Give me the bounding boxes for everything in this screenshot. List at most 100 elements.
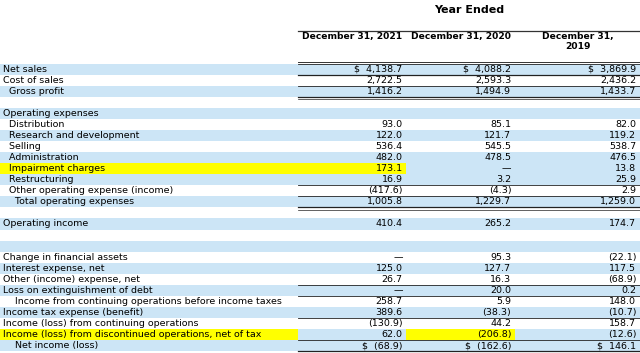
Bar [0,196,640,207]
Text: 1,229.7: 1,229.7 [476,197,511,207]
Text: 1,433.7: 1,433.7 [600,87,636,96]
Bar [0,74,640,86]
Bar [406,329,515,340]
Text: 2.9: 2.9 [621,186,636,195]
Text: Year Ended: Year Ended [434,5,504,15]
Bar [0,141,640,152]
Text: 389.6: 389.6 [376,308,403,317]
Bar [515,329,640,340]
Text: Change in financial assets: Change in financial assets [3,253,128,262]
Text: $  3,869.9: $ 3,869.9 [588,65,636,73]
Text: Other (income) expense, net: Other (income) expense, net [3,275,140,284]
Text: 82.0: 82.0 [615,120,636,129]
Text: 95.3: 95.3 [490,253,511,262]
Text: Income (loss) from discontinued operations, net of tax: Income (loss) from discontinued operatio… [3,330,262,339]
Text: 127.7: 127.7 [484,264,511,273]
Text: Total operating expenses: Total operating expenses [3,197,134,207]
Text: (4.3): (4.3) [489,186,511,195]
Bar [0,97,640,108]
Text: 16.3: 16.3 [490,275,511,284]
Bar [515,163,640,174]
Text: December 31,
2019: December 31, 2019 [542,32,613,51]
Text: Other operating expense (income): Other operating expense (income) [3,186,173,195]
Text: 2,593.3: 2,593.3 [475,76,511,85]
Text: —: — [502,164,511,173]
Text: (22.1): (22.1) [607,253,636,262]
Bar [0,340,640,351]
Bar [0,274,640,285]
Text: (417.6): (417.6) [368,186,403,195]
Text: December 31, 2020: December 31, 2020 [411,32,511,41]
Text: (130.9): (130.9) [368,319,403,328]
Text: —: — [393,286,403,295]
Bar [0,229,640,241]
Text: 119.2: 119.2 [609,131,636,140]
Text: 5.9: 5.9 [497,297,511,306]
Text: 0.2: 0.2 [621,286,636,295]
Text: $  (162.6): $ (162.6) [465,341,511,350]
Text: Operating income: Operating income [3,220,88,228]
Bar [0,163,406,174]
Bar [0,329,298,340]
Bar [0,285,640,296]
Text: 62.0: 62.0 [381,330,403,339]
Bar [0,119,640,130]
Bar [0,318,640,329]
Text: 158.7: 158.7 [609,319,636,328]
Text: $  4,088.2: $ 4,088.2 [463,65,511,73]
Text: 2,722.5: 2,722.5 [367,76,403,85]
Text: 25.9: 25.9 [615,175,636,184]
Text: Net sales: Net sales [3,65,47,73]
Text: 3.2: 3.2 [496,175,511,184]
Text: $  4,138.7: $ 4,138.7 [355,65,403,73]
Text: Income (loss) from continuing operations: Income (loss) from continuing operations [3,319,198,328]
Text: (12.6): (12.6) [607,330,636,339]
Text: 482.0: 482.0 [376,153,403,162]
Text: Operating expenses: Operating expenses [3,109,99,118]
Bar [0,130,640,141]
Bar [0,64,640,74]
Text: 174.7: 174.7 [609,220,636,228]
Text: 1,259.0: 1,259.0 [600,197,636,207]
Text: 258.7: 258.7 [376,297,403,306]
Text: (38.3): (38.3) [483,308,511,317]
Text: 122.0: 122.0 [376,131,403,140]
Text: 2,436.2: 2,436.2 [600,76,636,85]
Text: 44.2: 44.2 [490,319,511,328]
Text: Income tax expense (benefit): Income tax expense (benefit) [3,308,143,317]
Text: 121.7: 121.7 [484,131,511,140]
Text: 545.5: 545.5 [484,142,511,151]
Bar [0,307,640,318]
Text: 410.4: 410.4 [376,220,403,228]
Text: $  146.1: $ 146.1 [597,341,636,350]
Bar [0,152,640,163]
Bar [0,185,640,196]
Bar [0,296,640,307]
Text: 536.4: 536.4 [376,142,403,151]
Bar [0,207,640,219]
Text: 1,005.8: 1,005.8 [367,197,403,207]
Bar [0,86,640,97]
Bar [0,252,640,263]
Text: (206.8): (206.8) [477,330,511,339]
Bar [0,241,640,252]
Text: Loss on extinguishment of debt: Loss on extinguishment of debt [3,286,153,295]
Bar [0,174,640,185]
Text: Research and development: Research and development [3,131,140,140]
Text: 16.9: 16.9 [381,175,403,184]
Bar [0,263,640,274]
Text: Impairment charges: Impairment charges [3,164,106,173]
Text: $  (68.9): $ (68.9) [362,341,403,350]
Text: (68.9): (68.9) [607,275,636,284]
Text: 1,416.2: 1,416.2 [367,87,403,96]
Text: Net income (loss): Net income (loss) [3,341,99,350]
Text: 13.8: 13.8 [615,164,636,173]
Text: Income from continuing operations before income taxes: Income from continuing operations before… [3,297,282,306]
Text: Interest expense, net: Interest expense, net [3,264,105,273]
Text: (10.7): (10.7) [607,308,636,317]
Text: Administration: Administration [3,153,79,162]
Text: 476.5: 476.5 [609,153,636,162]
Text: 85.1: 85.1 [490,120,511,129]
Text: 538.7: 538.7 [609,142,636,151]
Text: 26.7: 26.7 [381,275,403,284]
